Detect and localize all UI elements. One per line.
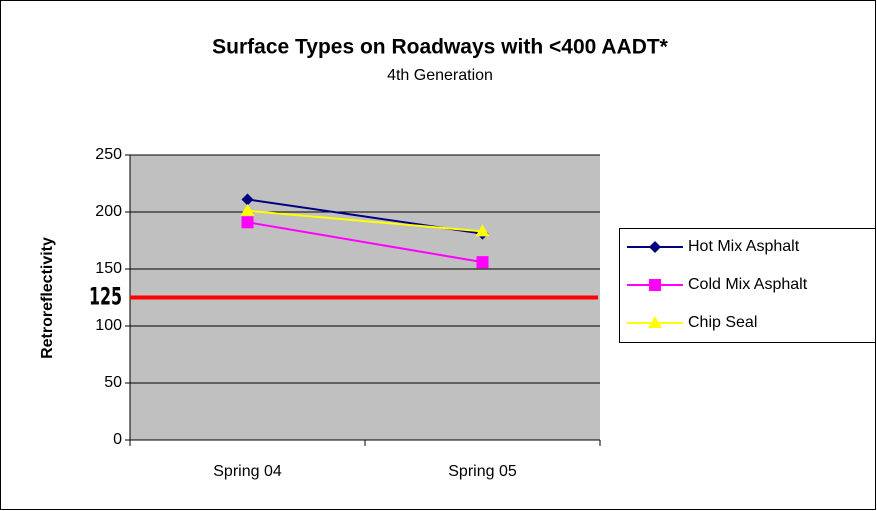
legend-label: Chip Seal [688, 314, 757, 331]
y-tick-label: 0 [113, 431, 122, 448]
y-tick-label: 50 [104, 374, 122, 391]
marker [475, 224, 490, 237]
marker [241, 193, 254, 206]
legend-label: Hot Mix Asphalt [688, 238, 800, 255]
series-line [247, 209, 483, 233]
legend-marker [648, 316, 662, 328]
y-tick-label: 200 [95, 203, 122, 220]
legend-label: Cold Mix Asphalt [688, 276, 808, 293]
chart-subtitle: 4th Generation [387, 67, 493, 84]
legend-marker [649, 241, 661, 253]
x-tick-label: Spring 05 [448, 463, 517, 480]
y-tick-label: 250 [95, 146, 122, 163]
legend-marker [649, 279, 661, 291]
y-axis-label: Retroreflectivity [39, 237, 56, 359]
y-tick-label: 100 [95, 317, 122, 334]
marker [241, 216, 254, 229]
marker [240, 203, 255, 216]
series-line [247, 221, 483, 264]
marker [476, 256, 489, 269]
chart-title: Surface Types on Roadways with <400 AADT… [212, 36, 669, 59]
threshold-label: 125 [89, 281, 122, 310]
y-tick-label: 150 [95, 260, 122, 277]
x-tick-label: Spring 04 [213, 463, 282, 480]
